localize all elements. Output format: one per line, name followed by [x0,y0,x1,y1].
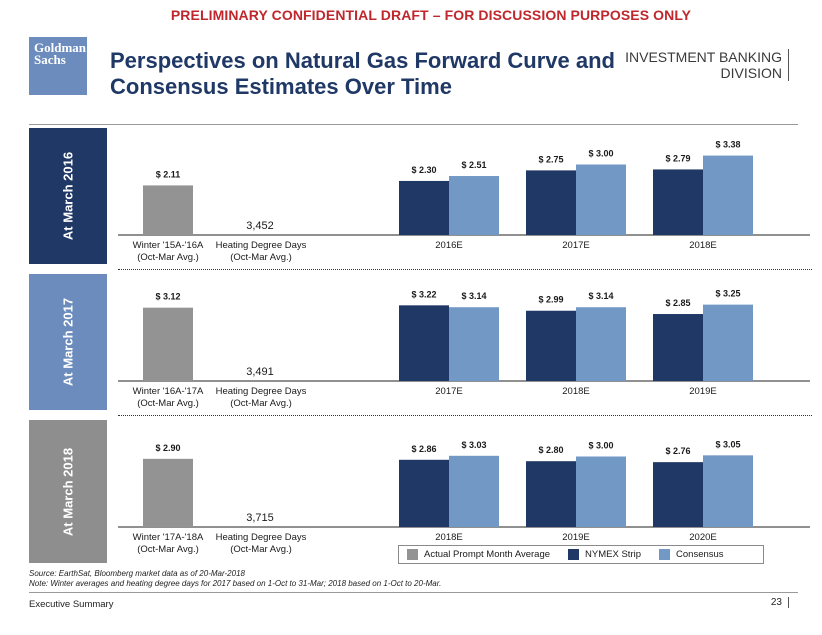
panel-2-tick-2018E: 2018E [562,386,589,397]
panel-3-label-nymex-2018E: $ 2.86 [411,444,436,454]
panel-2-bar-nymex-2017E [399,305,449,381]
panel-1-label-consensus-2017E: $ 3.00 [588,149,613,159]
chart-legend: Actual Prompt Month Average NYMEX Strip … [398,545,764,564]
title-line-1: Perspectives on Natural Gas Forward Curv… [110,48,615,73]
panel-1-cat-hdd-0: Heating Degree Days [216,240,307,251]
panel-3-tick-2019E: 2019E [562,532,589,543]
panel-2-cat-actual-0: Winter '16A-'17A [133,386,204,397]
legend-item-nymex: NYMEX Strip [568,549,641,560]
panel-3-label-nymex-2020E: $ 2.76 [665,446,690,456]
header-divider [29,124,798,125]
division-line-1: INVESTMENT BANKING [625,49,782,65]
division-line-2: DIVISION [720,65,782,81]
panel-2-label-consensus-2018E: $ 3.14 [588,291,613,301]
panel-1-tick-2017E: 2017E [562,240,589,251]
legend-item-consensus: Consensus [659,549,724,560]
panel-1-cat-actual-0: Winter '15A-'16A [133,240,204,251]
legend-swatch-consensus [659,549,671,560]
panel-2-label-consensus-2017E: $ 3.14 [461,291,486,301]
legend-label-consensus: Consensus [676,549,724,560]
panel-3-bar-consensus-2020E [703,455,753,527]
panel-1-label-consensus-2018E: $ 3.38 [715,140,740,150]
panel-2-bar-consensus-2017E [449,307,499,381]
goldman-sachs-logo: Goldman Sachs [29,37,87,95]
division-label: INVESTMENT BANKING DIVISION [625,49,789,81]
panel-1-bar-nymex-2016E [399,180,449,235]
panel-3-label-hdd: 3,715 [246,512,274,524]
source-note: Source: EarthSat, Bloomberg market data … [29,569,441,589]
panel-separator-2 [118,415,812,416]
panel-2-label-nymex-2017E: $ 3.22 [411,289,436,299]
panel-2-bar-nymex-2019E [653,314,703,381]
panel-2-label-hdd: 3,491 [246,366,274,378]
panel-2-label-consensus-2019E: $ 3.25 [715,289,740,299]
panel-3-cat-hdd-0: Heating Degree Days [216,532,307,543]
legend-item-actual: Actual Prompt Month Average [407,549,550,560]
title-line-2: Consensus Estimates Over Time [110,74,452,99]
panel-1-label-actual: $ 2.11 [156,169,181,179]
panel-1-tick-2016E: 2016E [435,240,462,251]
panel-3-label-consensus-2019E: $ 3.00 [588,441,613,451]
panel-2-cat-actual-1: (Oct-Mar Avg.) [137,398,199,409]
panel-2-label-actual: $ 3.12 [155,292,180,302]
panel-3-tick-2018E: 2018E [435,532,462,543]
panel-3-label-consensus-2018E: $ 3.03 [461,440,486,450]
legend-label-actual: Actual Prompt Month Average [424,549,551,560]
legend-label-nymex: NYMEX Strip [585,549,642,560]
panel-2-label-nymex-2019E: $ 2.85 [665,298,690,308]
legend-swatch-nymex [568,549,580,560]
source-line: Source: EarthSat, Bloomberg market data … [29,569,245,578]
note-line: Note: Winter averages and heating degree… [29,579,442,588]
panel-2-bar-actual [143,307,193,381]
logo-line-2: Sachs [34,52,66,67]
panel-1-label-nymex-2016E: $ 2.30 [411,165,436,175]
footer-section: Executive Summary [29,599,114,610]
panel-2-cat-hdd-1: (Oct-Mar Avg.) [230,398,292,409]
panel-3-bar-nymex-2019E [526,461,576,527]
panel-3-cat-actual-0: Winter '17A-'18A [133,532,204,543]
panel-2-tick-2019E: 2019E [689,386,716,397]
page-title: Perspectives on Natural Gas Forward Curv… [110,48,640,100]
panel-3-label-consensus-2020E: $ 3.05 [715,439,740,449]
page-number: 23 [771,597,789,608]
panel-separator-1 [118,269,812,270]
panel-2-tick-2017E: 2017E [435,386,462,397]
legend-swatch-actual [407,549,418,560]
panel-label-2017: At March 2017 [29,274,107,410]
panel-1-tick-2018E: 2018E [689,240,716,251]
panel-2-cat-hdd-0: Heating Degree Days [216,386,307,397]
panel-1-label-nymex-2017E: $ 2.75 [538,154,563,164]
panel-3-tick-2020E: 2020E [689,532,716,543]
panel-1-label-consensus-2016E: $ 2.51 [461,160,486,170]
panel-2-bar-nymex-2018E [526,310,576,381]
panel-2-bar-consensus-2018E [576,307,626,381]
panel-1-bar-consensus-2018E [703,155,753,235]
panel-3-cat-hdd-1: (Oct-Mar Avg.) [230,544,292,555]
footer-divider [29,592,798,593]
panel-1-bar-actual [143,185,193,235]
panel-3-bar-consensus-2018E [449,455,499,527]
panel-3-label-nymex-2019E: $ 2.80 [538,445,563,455]
panel-label-2018: At March 2018 [29,420,107,563]
confidential-banner: PRELIMINARY CONFIDENTIAL DRAFT – FOR DIS… [170,7,692,23]
panel-1-bar-consensus-2017E [576,164,626,235]
panel-1-bar-nymex-2017E [526,170,576,235]
panel-label-2016: At March 2016 [29,128,107,264]
panel-3-cat-actual-1: (Oct-Mar Avg.) [137,544,199,555]
panel-1-bar-nymex-2018E [653,169,703,235]
panel-1-bar-consensus-2016E [449,176,499,235]
panel-3-bar-actual [143,458,193,527]
panel-1-label-hdd: 3,452 [246,220,274,232]
panel-3-bar-nymex-2020E [653,462,703,527]
panel-3-label-actual: $ 2.90 [155,443,180,453]
panel-1-label-nymex-2018E: $ 2.79 [665,153,690,163]
panel-3-bar-nymex-2018E [399,459,449,527]
panel-3-bar-consensus-2019E [576,456,626,527]
panel-2-bar-consensus-2019E [703,304,753,381]
panel-2-label-nymex-2018E: $ 2.99 [538,295,563,305]
logo-line-1: Goldman [34,40,87,55]
panel-1-cat-hdd-1: (Oct-Mar Avg.) [230,252,292,263]
panel-1-cat-actual-1: (Oct-Mar Avg.) [137,252,199,263]
